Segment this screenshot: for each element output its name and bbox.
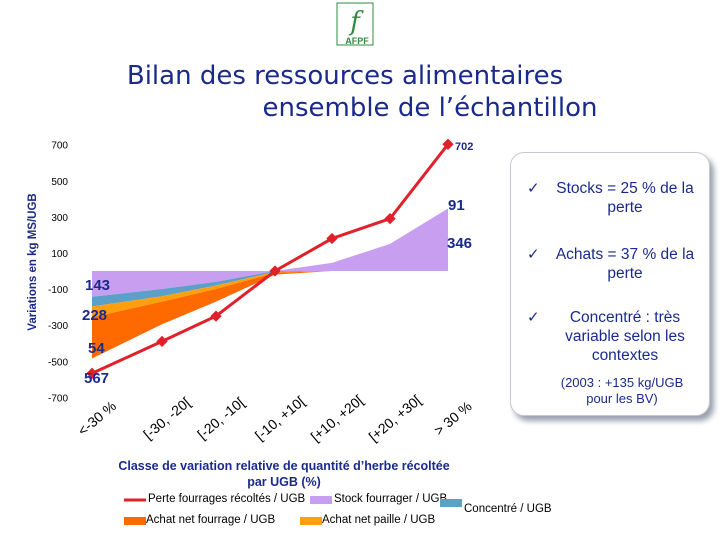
- bullet-text: Concentré : très variable selon les cont…: [565, 309, 685, 364]
- legend-item-fourrage: Achat net fourrage / UGB: [124, 514, 275, 526]
- bullet-text: Achats = 37 % de la perte: [555, 246, 695, 282]
- legend-swatch-concentre: [440, 499, 462, 507]
- bullet-concentre: ✓ Concentré : très variable selon les co…: [527, 308, 703, 365]
- loss-line-layer: [86, 138, 454, 380]
- x-tick-label: > 30 %: [431, 398, 475, 439]
- area-fourrage: [92, 271, 448, 359]
- data-label: 54: [88, 340, 105, 357]
- y-axis-ticks: 700 500 300 100 -100 -300 -500 -700: [48, 141, 68, 405]
- logo-text: AFPF: [345, 36, 369, 46]
- x-tick-label: [-20, -10[: [194, 394, 247, 442]
- data-label: 91: [448, 197, 465, 214]
- loss-point: [210, 310, 222, 322]
- y-tick-label: 100: [51, 249, 68, 260]
- legend-swatch-perte: [124, 498, 146, 502]
- summary-box: ✓ Stocks = 25 % de la perte ✓ Achats = 3…: [510, 152, 710, 416]
- chart-areas: [92, 208, 448, 359]
- data-label: 346: [447, 235, 472, 252]
- loss-point: [384, 212, 396, 225]
- bullet-achats: ✓ Achats = 37 % de la perte: [527, 245, 703, 283]
- data-labels: 702 91 346 143 228 54 567: [82, 141, 473, 387]
- check-icon: ✓: [527, 180, 540, 197]
- legend-item-perte: Perte fourrages récoltés / UGB: [124, 493, 305, 505]
- check-icon: ✓: [527, 309, 540, 326]
- data-label: 702: [455, 141, 473, 153]
- x-tick-label: [-30, -20[: [140, 394, 193, 442]
- check-icon: ✓: [527, 246, 540, 263]
- data-label: 567: [84, 370, 109, 387]
- y-tick-label: 500: [51, 177, 68, 188]
- legend-label: Achat net paille / UGB: [322, 514, 436, 526]
- y-tick-label: -500: [48, 357, 68, 368]
- x-axis-label-line-2: par UGB (%): [247, 475, 321, 489]
- loss-point: [326, 232, 338, 245]
- data-label: 228: [82, 307, 107, 324]
- x-axis-ticks: <-30 % [-30, -20[[-20, -10[[-10, +10[[+10…: [75, 392, 475, 445]
- y-tick-label: -700: [48, 393, 68, 404]
- afpf-logo: f: [336, 2, 374, 46]
- legend-label: Achat net fourrage / UGB: [146, 514, 276, 526]
- legend-item-stock: Stock fourrager / UGB: [310, 493, 447, 505]
- x-tick-label: [+10, +20[: [307, 392, 366, 445]
- loss-point: [269, 265, 281, 277]
- legend-swatch-stock: [310, 496, 332, 504]
- legend-item-paille: Achat net paille / UGB: [300, 514, 435, 526]
- legend-label: Stock fourrager / UGB: [334, 493, 448, 505]
- x-tick-label: <-30 %: [75, 398, 120, 439]
- legend-item-concentre: Concentré / UGB: [440, 499, 552, 515]
- legend-swatch-fourrage: [124, 517, 146, 525]
- y-tick-label: -100: [48, 285, 68, 296]
- loss-point: [156, 335, 168, 348]
- y-tick-label: 700: [51, 141, 68, 152]
- loss-point: [442, 138, 454, 150]
- y-axis-label: Variations en kg MS/UGB: [27, 193, 39, 330]
- y-tick-label: 300: [51, 213, 68, 224]
- x-tick-label: [+20, +30[: [365, 392, 424, 445]
- title-line-2: ensemble de l’échantillon: [262, 93, 598, 123]
- legend-label: Perte fourrages récoltés / UGB: [148, 493, 306, 505]
- page-title: Bilan des ressources alimentaires ensemb…: [100, 60, 620, 124]
- x-tick-label: [-10, +10[: [252, 393, 308, 444]
- data-label: 143: [85, 277, 110, 294]
- bullet-text: Stocks = 25 % de la perte: [556, 180, 694, 216]
- y-tick-label: -300: [48, 321, 68, 332]
- note-2003: (2003 : +135 kg/UGB pour les BV): [560, 375, 684, 406]
- legend-swatch-paille: [300, 517, 322, 525]
- bullet-stocks: ✓ Stocks = 25 % de la perte: [527, 179, 703, 217]
- legend-label: Concentré / UGB: [464, 503, 552, 515]
- area-stock: [92, 208, 448, 297]
- title-line-1: Bilan des ressources alimentaires: [126, 61, 564, 91]
- x-axis-label-line-1: Classe de variation relative de quantité…: [118, 459, 449, 473]
